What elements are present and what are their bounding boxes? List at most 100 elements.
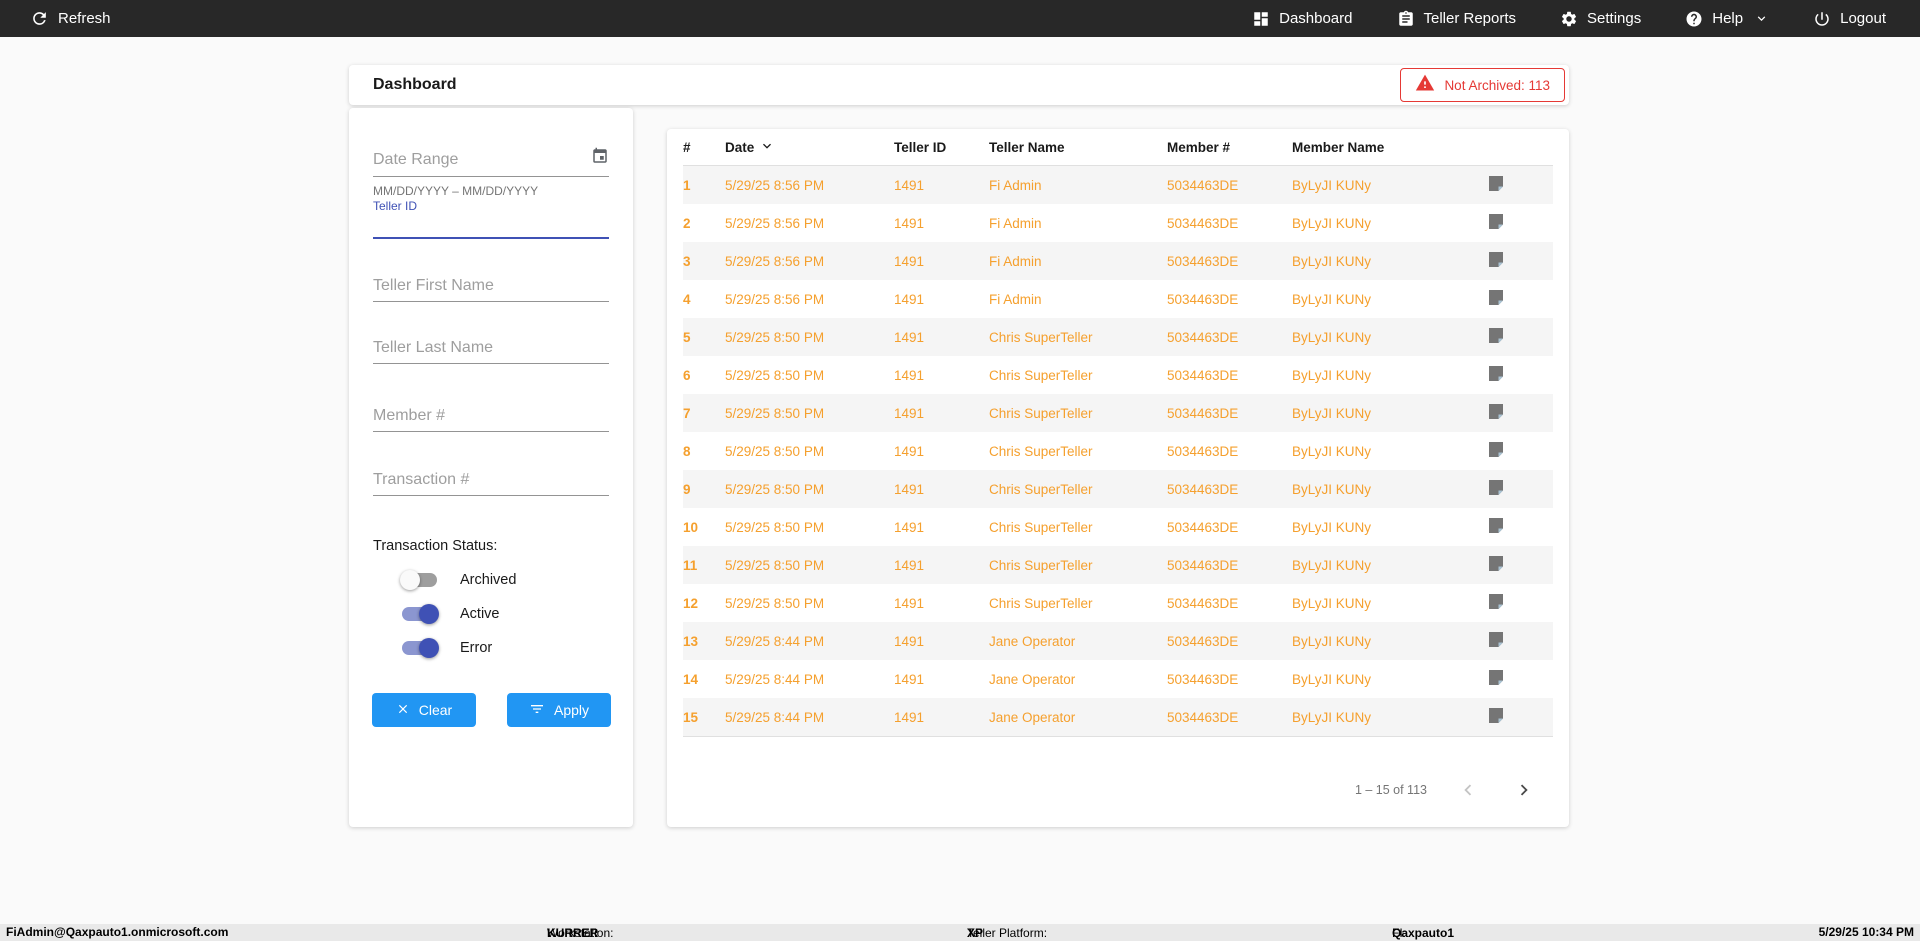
table-row[interactable]: 3 5/29/25 8:56 PM 1491 Fi Admin 5034463D…: [683, 242, 1553, 280]
row-teller-id: 1491: [894, 329, 925, 345]
pagination-range: 1 – 15 of 113: [1354, 783, 1427, 797]
calendar-icon[interactable]: [591, 147, 609, 174]
page-title: Dashboard: [373, 76, 457, 93]
row-member-name: ByLyJI KUNy: [1292, 481, 1372, 497]
row-number: 13: [683, 633, 699, 649]
member-number-input[interactable]: [373, 400, 609, 432]
next-page-button[interactable]: [1509, 775, 1539, 805]
note-icon[interactable]: [1488, 669, 1504, 686]
table-row[interactable]: 13 5/29/25 8:44 PM 1491 Jane Operator 50…: [683, 622, 1553, 660]
refresh-button[interactable]: Refresh: [30, 9, 111, 28]
note-icon[interactable]: [1488, 707, 1504, 724]
toggle-archived[interactable]: Archived: [400, 563, 516, 597]
note-icon[interactable]: [1488, 479, 1504, 496]
toggle-archived-switch[interactable]: [400, 570, 437, 590]
toggle-active[interactable]: Active: [402, 597, 500, 631]
table-row[interactable]: 7 5/29/25 8:50 PM 1491 Chris SuperTeller…: [683, 394, 1553, 432]
row-date: 5/29/25 8:56 PM: [725, 253, 825, 269]
row-member-number: 5034463DE: [1167, 405, 1239, 421]
note-icon[interactable]: [1488, 289, 1504, 306]
row-date: 5/29/25 8:44 PM: [725, 709, 825, 725]
nav-help[interactable]: Help: [1685, 10, 1769, 28]
date-range-input[interactable]: [373, 144, 591, 176]
table-row[interactable]: 1 5/29/25 8:56 PM 1491 Fi Admin 5034463D…: [683, 166, 1553, 204]
note-icon[interactable]: [1488, 593, 1504, 610]
prev-page-button[interactable]: [1453, 775, 1483, 805]
row-number: 3: [683, 253, 691, 269]
note-icon[interactable]: [1488, 403, 1504, 420]
table-row[interactable]: 15 5/29/25 8:44 PM 1491 Jane Operator 50…: [683, 698, 1553, 736]
row-member-name: ByLyJI KUNy: [1292, 633, 1372, 649]
table-header-row: # Date Teller ID Teller Name Member # Me…: [683, 129, 1553, 166]
table-row[interactable]: 2 5/29/25 8:56 PM 1491 Fi Admin 5034463D…: [683, 204, 1553, 242]
row-member-name: ByLyJI KUNy: [1292, 177, 1372, 193]
row-member-name: ByLyJI KUNy: [1292, 709, 1372, 725]
table-row[interactable]: 4 5/29/25 8:56 PM 1491 Fi Admin 5034463D…: [683, 280, 1553, 318]
row-number: 8: [683, 443, 691, 459]
row-teller-id: 1491: [894, 253, 925, 269]
table-row[interactable]: 11 5/29/25 8:50 PM 1491 Chris SuperTelle…: [683, 546, 1553, 584]
nav-logout[interactable]: Logout: [1813, 10, 1886, 28]
row-date: 5/29/25 8:56 PM: [725, 177, 825, 193]
col-member-number: Member #: [1167, 139, 1231, 155]
nav-dashboard[interactable]: Dashboard: [1252, 10, 1353, 28]
table-row[interactable]: 8 5/29/25 8:50 PM 1491 Chris SuperTeller…: [683, 432, 1553, 470]
not-archived-badge[interactable]: Not Archived: 113: [1400, 68, 1565, 102]
table-row[interactable]: 14 5/29/25 8:44 PM 1491 Jane Operator 50…: [683, 660, 1553, 698]
note-icon[interactable]: [1488, 213, 1504, 230]
row-number: 14: [683, 671, 699, 687]
teller-last-name-input[interactable]: [373, 332, 609, 364]
row-member-name: ByLyJI KUNy: [1292, 519, 1372, 535]
row-member-number: 5034463DE: [1167, 291, 1239, 307]
status-user: FiAdmin@Qaxpauto1.onmicrosoft.com: [6, 925, 229, 939]
note-icon[interactable]: [1488, 517, 1504, 534]
table-row[interactable]: 5 5/29/25 8:50 PM 1491 Chris SuperTeller…: [683, 318, 1553, 356]
clear-button[interactable]: Clear: [372, 693, 476, 727]
note-icon[interactable]: [1488, 441, 1504, 458]
row-date: 5/29/25 8:50 PM: [725, 557, 825, 573]
row-member-name: ByLyJI KUNy: [1292, 557, 1372, 573]
row-member-number: 5034463DE: [1167, 557, 1239, 573]
nav-teller-reports[interactable]: Teller Reports: [1397, 10, 1516, 28]
row-date: 5/29/25 8:44 PM: [725, 671, 825, 687]
row-teller-name: Chris SuperTeller: [989, 329, 1093, 345]
row-number: 5: [683, 329, 691, 345]
main-content: Dashboard Not Archived: 113 MM/DD/YYYY –…: [0, 37, 1920, 924]
nav-settings[interactable]: Settings: [1560, 10, 1641, 28]
row-member-name: ByLyJI KUNy: [1292, 329, 1372, 345]
col-date-sort[interactable]: Date: [725, 138, 894, 157]
note-icon[interactable]: [1488, 555, 1504, 572]
table-row[interactable]: 10 5/29/25 8:50 PM 1491 Chris SuperTelle…: [683, 508, 1553, 546]
close-icon: [396, 702, 410, 719]
note-icon[interactable]: [1488, 327, 1504, 344]
row-teller-name: Chris SuperTeller: [989, 519, 1093, 535]
table-row[interactable]: 9 5/29/25 8:50 PM 1491 Chris SuperTeller…: [683, 470, 1553, 508]
sort-down-icon: [759, 138, 775, 157]
nav-logout-label: Logout: [1840, 10, 1886, 27]
note-icon[interactable]: [1488, 175, 1504, 192]
note-icon[interactable]: [1488, 631, 1504, 648]
row-member-name: ByLyJI KUNy: [1292, 595, 1372, 611]
teller-id-input[interactable]: [373, 199, 609, 231]
toggle-error[interactable]: Error: [402, 631, 492, 665]
row-member-number: 5034463DE: [1167, 595, 1239, 611]
status-bar: FiAdmin@Qaxpauto1.onmicrosoft.com Workst…: [0, 924, 1920, 941]
row-member-name: ByLyJI KUNy: [1292, 291, 1372, 307]
transaction-number-input[interactable]: [373, 464, 609, 496]
row-teller-id: 1491: [894, 557, 925, 573]
teller-id-focus-underline: [373, 237, 609, 239]
table-row[interactable]: 6 5/29/25 8:50 PM 1491 Chris SuperTeller…: [683, 356, 1553, 394]
toggle-error-switch[interactable]: [402, 638, 439, 658]
row-teller-name: Jane Operator: [989, 709, 1076, 725]
row-member-number: 5034463DE: [1167, 329, 1239, 345]
filter-panel: MM/DD/YYYY – MM/DD/YYYY Teller ID Transa…: [349, 108, 633, 827]
note-icon[interactable]: [1488, 251, 1504, 268]
toggle-active-switch[interactable]: [402, 604, 439, 624]
teller-first-name-input[interactable]: [373, 270, 609, 302]
col-teller-name: Teller Name: [989, 139, 1065, 155]
table-row[interactable]: 12 5/29/25 8:50 PM 1491 Chris SuperTelle…: [683, 584, 1553, 622]
date-range-field: [373, 144, 609, 177]
note-icon[interactable]: [1488, 365, 1504, 382]
apply-button[interactable]: Apply: [507, 693, 611, 727]
row-member-number: 5034463DE: [1167, 481, 1239, 497]
